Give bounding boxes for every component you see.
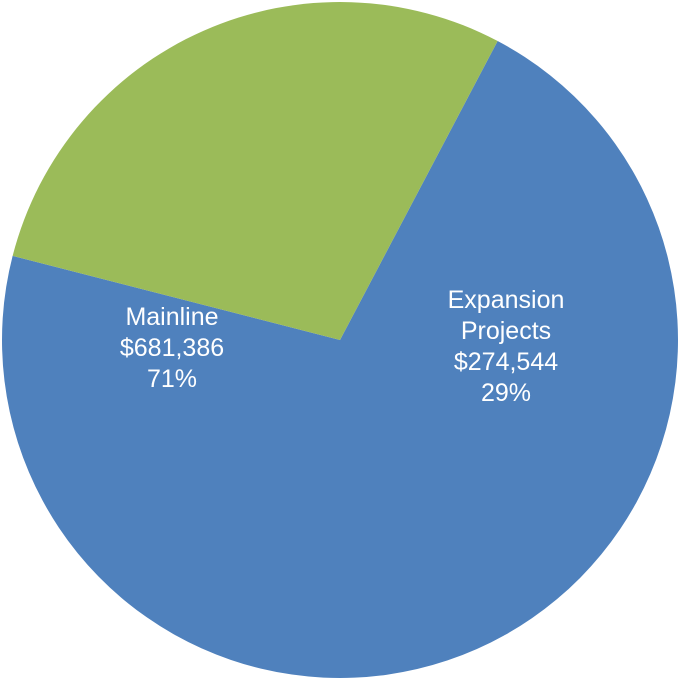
slice-percent-1: 29% xyxy=(481,379,531,407)
slice-percent-0: 71% xyxy=(147,365,197,393)
slice-value-1: $274,544 xyxy=(454,348,558,376)
slice-label-1: Projects xyxy=(461,317,551,345)
slice-label-1: Expansion xyxy=(448,286,565,314)
slice-value-0: $681,386 xyxy=(120,334,224,362)
pie-labels: Mainline $681,386 71% Expansion Projects $274… xyxy=(120,286,565,407)
slice-label-0: Mainline xyxy=(125,303,218,331)
pie-slice-1 xyxy=(12,1,498,340)
pie-slice-0 xyxy=(2,41,678,678)
